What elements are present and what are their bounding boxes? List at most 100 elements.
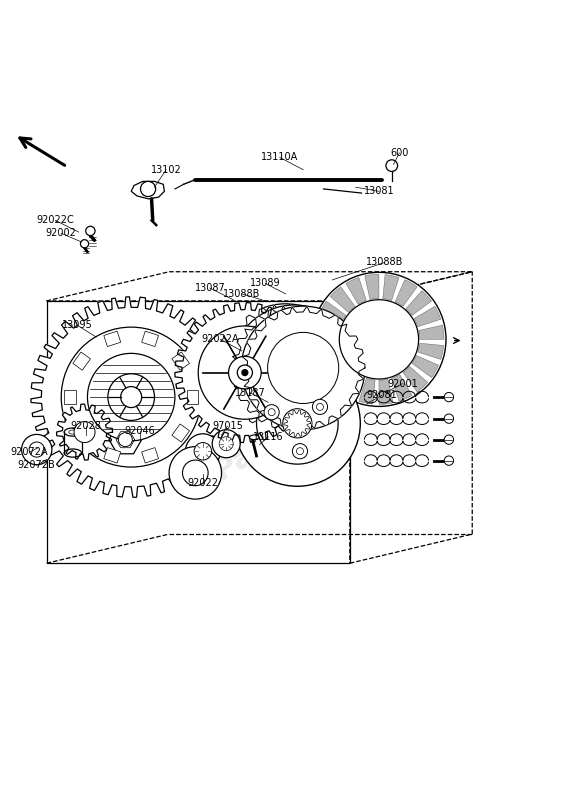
Text: 13087: 13087 bbox=[195, 283, 225, 293]
Circle shape bbox=[283, 409, 312, 438]
Circle shape bbox=[74, 422, 95, 442]
Polygon shape bbox=[346, 278, 366, 304]
Ellipse shape bbox=[64, 449, 82, 457]
Polygon shape bbox=[104, 331, 121, 346]
Polygon shape bbox=[383, 274, 399, 301]
Polygon shape bbox=[319, 301, 346, 323]
Circle shape bbox=[80, 240, 89, 248]
Circle shape bbox=[257, 382, 338, 464]
Polygon shape bbox=[419, 325, 444, 339]
Text: 13187: 13187 bbox=[236, 388, 266, 398]
Text: 13102: 13102 bbox=[151, 165, 181, 174]
Circle shape bbox=[222, 304, 350, 432]
Circle shape bbox=[231, 305, 357, 431]
Polygon shape bbox=[222, 304, 350, 432]
Circle shape bbox=[237, 365, 252, 380]
Text: 92072A: 92072A bbox=[10, 447, 48, 458]
Text: 92002: 92002 bbox=[46, 228, 76, 238]
Circle shape bbox=[293, 444, 308, 458]
Text: 13088B: 13088B bbox=[223, 289, 261, 299]
Circle shape bbox=[242, 370, 248, 375]
Text: 92028: 92028 bbox=[71, 422, 101, 431]
Circle shape bbox=[61, 327, 201, 467]
Polygon shape bbox=[365, 274, 379, 299]
Text: 92072B: 92072B bbox=[18, 460, 55, 470]
Polygon shape bbox=[317, 352, 344, 373]
Text: 92081: 92081 bbox=[367, 390, 397, 400]
Circle shape bbox=[264, 405, 279, 420]
Circle shape bbox=[386, 160, 398, 171]
Circle shape bbox=[185, 434, 220, 469]
Ellipse shape bbox=[250, 435, 259, 440]
Polygon shape bbox=[172, 352, 189, 370]
Circle shape bbox=[444, 414, 454, 423]
Circle shape bbox=[444, 393, 454, 402]
Polygon shape bbox=[284, 410, 311, 437]
Circle shape bbox=[141, 182, 156, 197]
Polygon shape bbox=[175, 302, 315, 442]
Text: 92046: 92046 bbox=[125, 426, 155, 436]
Text: 92022: 92022 bbox=[187, 478, 219, 488]
Polygon shape bbox=[330, 286, 355, 312]
Circle shape bbox=[212, 430, 240, 458]
Text: 92022C: 92022C bbox=[37, 215, 74, 226]
Polygon shape bbox=[31, 297, 231, 498]
Polygon shape bbox=[73, 352, 90, 370]
Circle shape bbox=[248, 330, 324, 406]
Polygon shape bbox=[314, 319, 340, 335]
Polygon shape bbox=[142, 331, 159, 346]
Circle shape bbox=[108, 374, 154, 421]
Polygon shape bbox=[403, 366, 428, 392]
Circle shape bbox=[29, 442, 44, 457]
Polygon shape bbox=[73, 424, 90, 442]
Circle shape bbox=[198, 326, 292, 419]
Polygon shape bbox=[131, 182, 164, 199]
Circle shape bbox=[182, 460, 208, 486]
Circle shape bbox=[297, 448, 304, 454]
Polygon shape bbox=[172, 424, 189, 442]
Circle shape bbox=[118, 433, 132, 446]
Circle shape bbox=[444, 456, 454, 466]
Circle shape bbox=[194, 442, 212, 460]
Polygon shape bbox=[231, 305, 357, 430]
Text: 13116: 13116 bbox=[253, 432, 283, 442]
Text: 13110A: 13110A bbox=[261, 153, 298, 162]
Polygon shape bbox=[142, 447, 159, 463]
Polygon shape bbox=[414, 306, 441, 326]
Circle shape bbox=[234, 360, 360, 486]
Polygon shape bbox=[187, 390, 198, 404]
Circle shape bbox=[317, 403, 324, 410]
Polygon shape bbox=[392, 374, 412, 402]
Text: 13088B: 13088B bbox=[366, 258, 403, 267]
Circle shape bbox=[121, 386, 142, 407]
Circle shape bbox=[268, 409, 275, 416]
Polygon shape bbox=[379, 379, 393, 405]
Circle shape bbox=[87, 354, 175, 441]
Ellipse shape bbox=[64, 428, 82, 436]
Circle shape bbox=[86, 226, 95, 235]
Circle shape bbox=[258, 331, 331, 405]
Text: 13081: 13081 bbox=[364, 186, 394, 196]
Polygon shape bbox=[359, 378, 375, 404]
Polygon shape bbox=[418, 343, 444, 359]
Circle shape bbox=[268, 332, 339, 403]
Polygon shape bbox=[412, 355, 438, 378]
Circle shape bbox=[339, 300, 419, 379]
Polygon shape bbox=[340, 373, 363, 399]
Text: 97015: 97015 bbox=[212, 422, 243, 431]
Polygon shape bbox=[406, 290, 431, 315]
Ellipse shape bbox=[69, 430, 77, 434]
Polygon shape bbox=[57, 404, 113, 460]
Circle shape bbox=[241, 306, 365, 430]
Text: 92001: 92001 bbox=[387, 378, 417, 389]
Circle shape bbox=[312, 399, 328, 414]
Circle shape bbox=[219, 437, 233, 450]
Text: 13095: 13095 bbox=[62, 320, 93, 330]
Circle shape bbox=[444, 435, 454, 444]
Circle shape bbox=[169, 446, 222, 499]
Text: 600: 600 bbox=[390, 148, 409, 158]
Polygon shape bbox=[395, 280, 417, 306]
Text: 13089: 13089 bbox=[250, 278, 280, 289]
Circle shape bbox=[229, 356, 261, 389]
Text: 92022A: 92022A bbox=[202, 334, 239, 344]
